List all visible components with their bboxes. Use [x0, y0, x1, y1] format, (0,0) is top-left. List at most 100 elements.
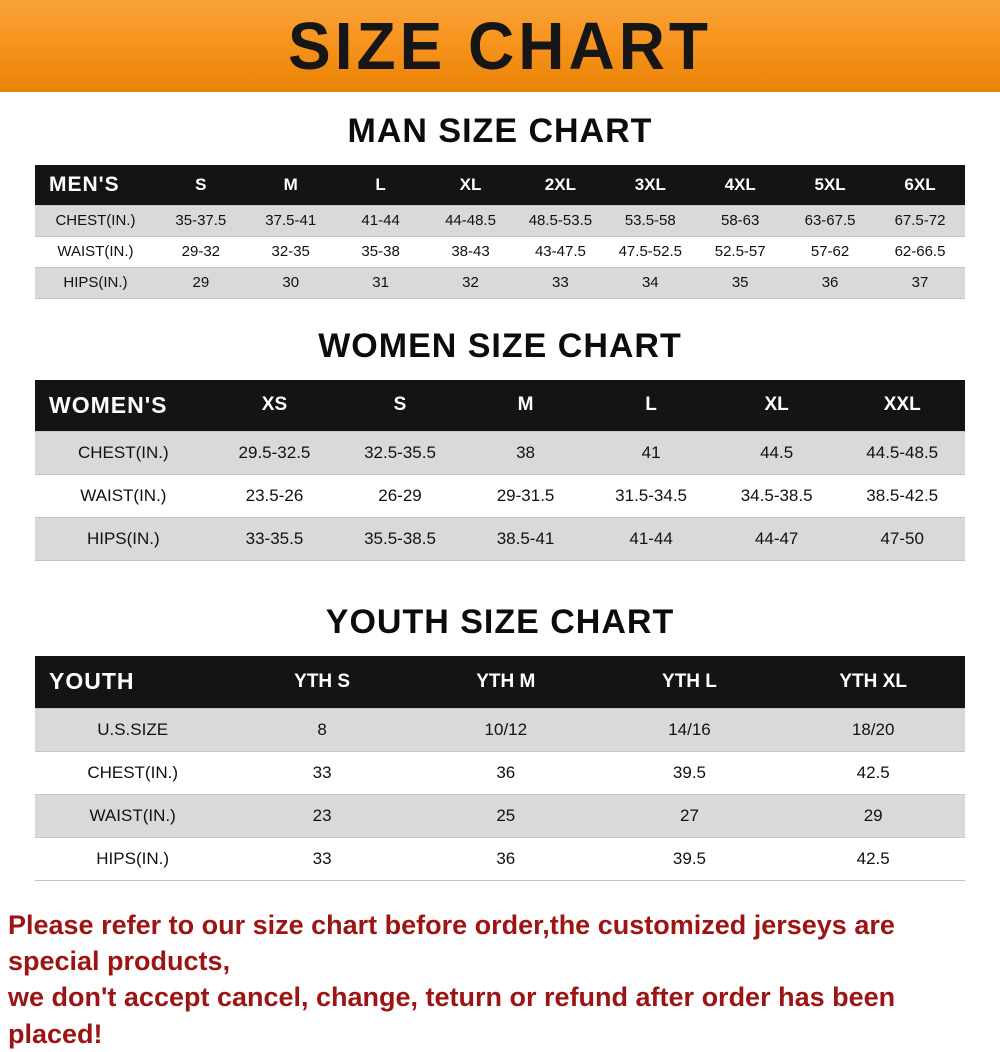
- cell-value: 38.5-42.5: [839, 475, 965, 518]
- cell-value: 25: [414, 794, 598, 837]
- column-header: 3XL: [605, 165, 695, 205]
- cell-value: 35: [695, 267, 785, 298]
- column-header: YTH S: [230, 656, 414, 708]
- cell-value: 52.5-57: [695, 236, 785, 267]
- table-header-label: WOMEN'S: [35, 380, 212, 432]
- row-label: HIPS(IN.): [35, 518, 212, 561]
- cell-value: 8: [230, 708, 414, 751]
- cell-value: 33: [230, 751, 414, 794]
- row-label: CHEST(IN.): [35, 432, 212, 475]
- cell-value: 42.5: [781, 751, 965, 794]
- row-label: HIPS(IN.): [35, 267, 156, 298]
- cell-value: 38: [463, 432, 589, 475]
- column-header: 4XL: [695, 165, 785, 205]
- cell-value: 38.5-41: [463, 518, 589, 561]
- cell-value: 47-50: [839, 518, 965, 561]
- cell-value: 41-44: [336, 205, 426, 236]
- column-header: 5XL: [785, 165, 875, 205]
- cell-value: 32: [426, 267, 516, 298]
- cell-value: 29: [156, 267, 246, 298]
- column-header: L: [588, 380, 714, 432]
- cell-value: 48.5-53.5: [515, 205, 605, 236]
- row-label: CHEST(IN.): [35, 205, 156, 236]
- cell-value: 32-35: [246, 236, 336, 267]
- cell-value: 10/12: [414, 708, 598, 751]
- cell-value: 35-38: [336, 236, 426, 267]
- cell-value: 29.5-32.5: [212, 432, 338, 475]
- cell-value: 36: [414, 837, 598, 880]
- cell-value: 26-29: [337, 475, 463, 518]
- cell-value: 63-67.5: [785, 205, 875, 236]
- women-section-heading: WOMEN SIZE CHART: [0, 307, 1000, 380]
- cell-value: 67.5-72: [875, 205, 965, 236]
- row-label: CHEST(IN.): [35, 751, 230, 794]
- column-header: M: [246, 165, 336, 205]
- cell-value: 29-31.5: [463, 475, 589, 518]
- cell-value: 23: [230, 794, 414, 837]
- table-header-label: MEN'S: [35, 165, 156, 205]
- column-header: S: [337, 380, 463, 432]
- cell-value: 43-47.5: [515, 236, 605, 267]
- cell-value: 29: [781, 794, 965, 837]
- cell-value: 41-44: [588, 518, 714, 561]
- cell-value: 58-63: [695, 205, 785, 236]
- cell-value: 33: [515, 267, 605, 298]
- column-header: YTH L: [598, 656, 782, 708]
- column-header: XS: [212, 380, 338, 432]
- footer-line-2: we don't accept cancel, change, teturn o…: [8, 979, 992, 1052]
- column-header: XL: [426, 165, 516, 205]
- cell-value: 33-35.5: [212, 518, 338, 561]
- cell-value: 44.5-48.5: [839, 432, 965, 475]
- cell-value: 37: [875, 267, 965, 298]
- cell-value: 38-43: [426, 236, 516, 267]
- cell-value: 62-66.5: [875, 236, 965, 267]
- cell-value: 31: [336, 267, 426, 298]
- column-header: XL: [714, 380, 840, 432]
- cell-value: 27: [598, 794, 782, 837]
- cell-value: 44-48.5: [426, 205, 516, 236]
- cell-value: 36: [414, 751, 598, 794]
- row-label: HIPS(IN.): [35, 837, 230, 880]
- column-header: YTH M: [414, 656, 598, 708]
- cell-value: 41: [588, 432, 714, 475]
- column-header: S: [156, 165, 246, 205]
- cell-value: 30: [246, 267, 336, 298]
- column-header: 6XL: [875, 165, 965, 205]
- cell-value: 36: [785, 267, 875, 298]
- cell-value: 57-62: [785, 236, 875, 267]
- cell-value: 32.5-35.5: [337, 432, 463, 475]
- row-label: WAIST(IN.): [35, 236, 156, 267]
- cell-value: 53.5-58: [605, 205, 695, 236]
- row-label: WAIST(IN.): [35, 794, 230, 837]
- column-header: XXL: [839, 380, 965, 432]
- row-label: WAIST(IN.): [35, 475, 212, 518]
- cell-value: 18/20: [781, 708, 965, 751]
- cell-value: 39.5: [598, 837, 782, 880]
- table-header-label: YOUTH: [35, 656, 230, 708]
- cell-value: 39.5: [598, 751, 782, 794]
- youth-section-heading: YOUTH SIZE CHART: [0, 583, 1000, 656]
- men-section-heading: MAN SIZE CHART: [0, 92, 1000, 165]
- cell-value: 42.5: [781, 837, 965, 880]
- column-header: L: [336, 165, 426, 205]
- column-header: M: [463, 380, 589, 432]
- cell-value: 44-47: [714, 518, 840, 561]
- banner: SIZE CHART: [0, 0, 1000, 92]
